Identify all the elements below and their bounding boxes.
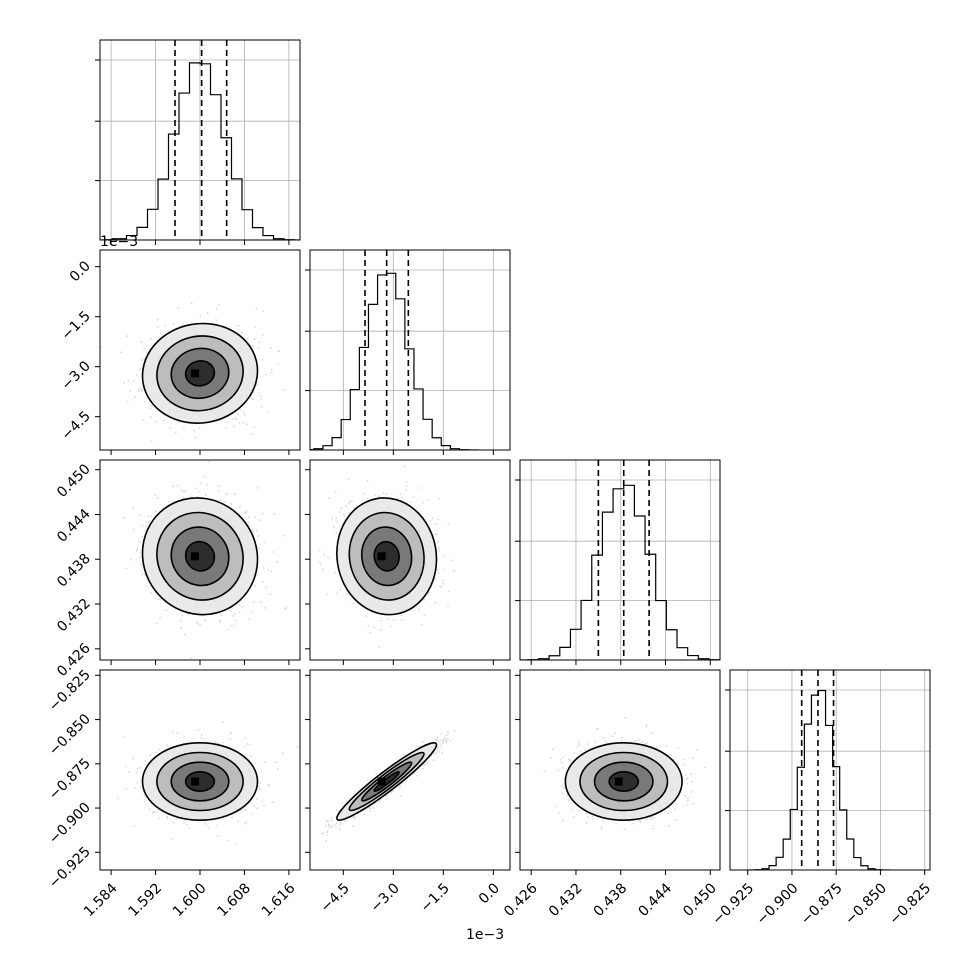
contour-line — [184, 771, 216, 792]
x-tick-label: 1.608 — [214, 880, 254, 920]
scatter-panel-2-1 — [305, 459, 511, 665]
y-tick-label: −0.925 — [46, 844, 94, 892]
x-tick-label: −4.5 — [318, 880, 353, 915]
panel-content — [318, 465, 455, 648]
contour-line — [348, 751, 425, 812]
contour-line — [184, 360, 216, 387]
contour-line — [348, 511, 425, 601]
panel-frame — [309, 669, 511, 871]
density-peak — [191, 369, 199, 378]
x-tick-label: −0.850 — [842, 880, 890, 928]
panel-content — [123, 460, 300, 659]
y-tick-label: −0.900 — [46, 800, 94, 848]
density-peak — [191, 777, 199, 786]
x-tick-label: 0.426 — [501, 880, 541, 920]
hist-panel-0 — [95, 39, 301, 245]
contour-line — [170, 526, 230, 587]
y-tick-label: −1.5 — [58, 308, 93, 343]
y-tick-label: 0.450 — [54, 461, 94, 501]
contour-line — [141, 742, 259, 821]
contour-line — [141, 497, 259, 616]
scatter-panel-3-1: −4.5 −3.0 −1.5 0.0 — [305, 669, 511, 916]
contour-line — [184, 540, 216, 572]
contour-line — [336, 497, 438, 616]
density-fill — [374, 771, 400, 792]
contour-line — [170, 761, 230, 802]
y-tick-label: 0.438 — [54, 551, 94, 591]
y-tick-label: 0.0 — [67, 258, 94, 285]
scatter-panel-3-0: 1.584 1.592 1.600 1.608 1.616−0.925−0.900−0.… — [46, 667, 301, 920]
panel-content — [100, 302, 285, 443]
density-fill — [609, 771, 639, 792]
density-peak — [191, 552, 199, 561]
y-tick-label: −4.5 — [58, 408, 93, 443]
y-tick-label: 0.444 — [54, 506, 94, 546]
y-tick-label: −0.875 — [46, 755, 94, 803]
histogram — [100, 62, 300, 240]
contour-line — [579, 751, 669, 812]
density-fill — [185, 360, 215, 386]
contour-line — [156, 511, 244, 601]
contour-line — [564, 742, 683, 821]
x-tick-label: 0.444 — [635, 880, 675, 920]
y-tick-label: 0.432 — [54, 596, 94, 636]
contour-line — [593, 761, 654, 802]
contour-line — [360, 526, 413, 587]
panel-frame — [309, 249, 511, 451]
density-peak — [614, 777, 623, 786]
x-tick-label: −0.825 — [886, 880, 934, 928]
contour-line — [156, 751, 244, 812]
x-tick-label: 0.0 — [476, 880, 503, 907]
y-tick-label: −0.850 — [46, 711, 94, 759]
x-tick-label: 1.592 — [126, 880, 166, 920]
panel-frame — [519, 459, 721, 661]
x-tick-label: 0.438 — [591, 880, 631, 920]
density-fill — [185, 771, 215, 792]
hist-panel-3: −0.925−0.900−0.875−0.850−0.825 — [709, 669, 934, 928]
scatter-panel-1-0: −4.5 −3.0 −1.5 0.0 — [58, 249, 301, 455]
hist-panel-2 — [515, 459, 721, 665]
contour-line — [170, 347, 230, 400]
x-offset-label: 1e−3 — [466, 927, 504, 943]
x-tick-label: −3.0 — [368, 880, 403, 915]
panel-frame — [729, 669, 931, 871]
scatter-panel-3-2: 0.426 0.432 0.438 0.444 0.450 — [501, 669, 721, 920]
density-peak — [377, 777, 386, 786]
x-tick-label: 1.600 — [170, 880, 210, 920]
histogram — [520, 484, 720, 660]
panel-content — [543, 717, 706, 831]
x-tick-label: −1.5 — [418, 880, 453, 915]
density-fill — [374, 541, 400, 571]
panel-content — [321, 729, 456, 842]
x-tick-label: −0.875 — [798, 880, 846, 928]
hist-panel-1 — [305, 249, 511, 455]
panel-frame — [519, 669, 721, 871]
density-fill — [185, 541, 215, 571]
x-tick-label: 0.432 — [546, 880, 586, 920]
x-tick-label: −0.925 — [709, 880, 757, 928]
panel-content — [117, 721, 298, 846]
x-tick-label: −0.900 — [754, 880, 802, 928]
contour-line — [373, 540, 400, 572]
density-peak — [377, 552, 386, 561]
x-tick-label: 1.584 — [81, 880, 121, 920]
x-tick-label: 1.616 — [259, 880, 299, 920]
contour-line — [608, 771, 640, 792]
contour-line — [141, 322, 259, 424]
y-offset-label: 1e−3 — [100, 234, 138, 250]
y-tick-label: −3.0 — [58, 358, 93, 393]
contour-line — [156, 335, 244, 412]
contour-line — [336, 742, 438, 821]
panel-frame — [309, 459, 511, 661]
